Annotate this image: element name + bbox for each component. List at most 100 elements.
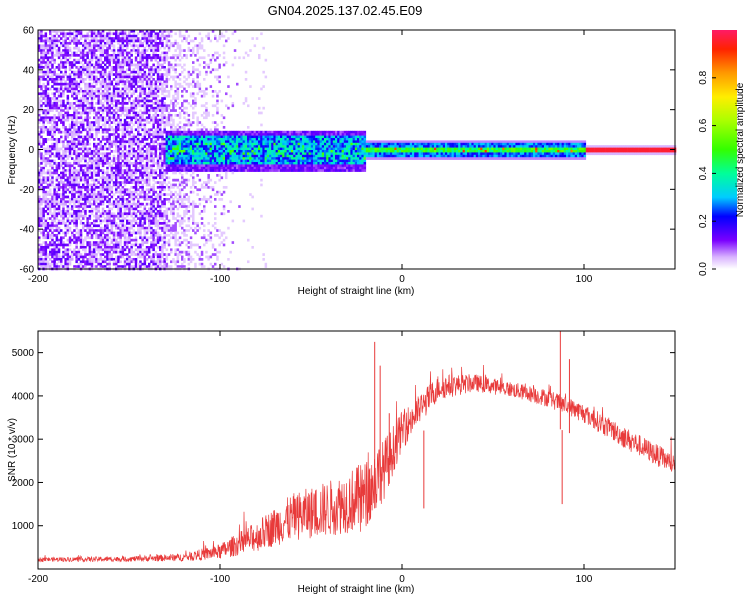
- heat-cell: [112, 87, 116, 91]
- heat-cell: [163, 123, 166, 127]
- heat-cell: [82, 145, 85, 148]
- heat-cell: [115, 164, 118, 168]
- heat-cell: [183, 140, 186, 144]
- heat-cell: [49, 224, 52, 228]
- heat-cell: [123, 159, 127, 163]
- heat-cell: [159, 255, 162, 259]
- heat-cell: [178, 126, 182, 129]
- heat-cell: [97, 236, 100, 240]
- heat-cell: [174, 63, 177, 67]
- heat-cell: [73, 128, 76, 132]
- heat-cell: [121, 169, 125, 172]
- heat-cell: [42, 78, 45, 81]
- heat-cell: [79, 205, 83, 208]
- heat-cell: [71, 54, 74, 57]
- heat-cell: [64, 265, 67, 268]
- heat-cell: [104, 236, 107, 240]
- heat-cell: [176, 212, 180, 216]
- heat-cell: [115, 126, 118, 129]
- heat-cell: [156, 123, 160, 127]
- heat-cell: [176, 140, 180, 144]
- heat-cell: [181, 217, 184, 220]
- heat-cell: [99, 195, 103, 199]
- heat-cell: [148, 145, 151, 148]
- heat-cell: [192, 94, 195, 98]
- heat-cell: [174, 200, 177, 204]
- heat-cell: [128, 231, 131, 235]
- heat-cell: [64, 178, 67, 182]
- heat-cell: [60, 82, 63, 86]
- heat-cell: [176, 260, 180, 264]
- heat-cell: [196, 147, 199, 151]
- heat-cell: [130, 106, 133, 110]
- heat-cell: [126, 176, 129, 180]
- heat-cell: [53, 162, 56, 165]
- heat-cell: [141, 253, 144, 256]
- heat-cell: [106, 90, 109, 93]
- heat-cell: [148, 183, 151, 187]
- heat-cell: [42, 260, 45, 264]
- heat-cell: [128, 145, 131, 148]
- heat-cell: [46, 68, 50, 72]
- heat-cell: [44, 99, 48, 103]
- heat-cell: [90, 190, 94, 194]
- heat-cell: [172, 260, 175, 264]
- heat-cell: [119, 92, 122, 96]
- heat-cell: [75, 118, 78, 122]
- heat-cell: [40, 94, 43, 98]
- heat-cell: [121, 128, 125, 132]
- heat-cell: [143, 111, 147, 115]
- heat-cell: [117, 121, 120, 124]
- heat-cell: [174, 224, 177, 228]
- heat-cell: [115, 99, 118, 103]
- heat-cell: [139, 248, 142, 252]
- heat-cell: [154, 116, 158, 120]
- heat-cell: [183, 34, 186, 38]
- heat-cell: [53, 44, 56, 48]
- heat-cell: [189, 157, 193, 160]
- heat-cell: [167, 145, 171, 148]
- heat-cell: [68, 126, 72, 129]
- heat-cell: [82, 248, 85, 252]
- heat-cell: [152, 140, 155, 144]
- heat-cell: [172, 207, 175, 211]
- heat-cell: [86, 126, 89, 129]
- heat-cell: [93, 75, 96, 79]
- heat-cell: [159, 135, 162, 139]
- heat-cell: [143, 207, 147, 211]
- heat-cell: [137, 140, 140, 144]
- heat-cell: [189, 145, 193, 148]
- heat-cell: [110, 229, 114, 232]
- heat-cell: [40, 248, 43, 252]
- heat-cell: [123, 198, 127, 201]
- heat-cell: [121, 164, 125, 168]
- heat-cell: [64, 42, 67, 45]
- heat-cell: [148, 210, 151, 213]
- heat-cell: [60, 200, 63, 204]
- heat-cell: [132, 135, 136, 139]
- heat-cell: [141, 250, 144, 254]
- heat-cell: [106, 118, 109, 122]
- heat-cell: [119, 212, 122, 216]
- heat-cell: [152, 44, 155, 48]
- heat-cell: [57, 162, 61, 165]
- heat-cell: [99, 39, 103, 43]
- heat-cell: [123, 181, 127, 184]
- heat-cell: [55, 236, 59, 240]
- heat-cell: [123, 260, 127, 264]
- heat-cell: [79, 78, 83, 81]
- heat-cell: [110, 145, 114, 148]
- heat-cell: [137, 73, 140, 76]
- heat-cell: [82, 222, 85, 225]
- heat-cell: [97, 224, 100, 228]
- heat-cell: [75, 46, 78, 50]
- heat-cell: [38, 207, 41, 211]
- heat-cell: [185, 238, 188, 242]
- heat-cell: [104, 54, 107, 57]
- heat-cell: [152, 106, 155, 110]
- heat-cell: [187, 82, 191, 86]
- heat-cell: [104, 157, 107, 160]
- heat-cell: [139, 171, 142, 175]
- heat-cell: [159, 238, 162, 242]
- heat-cell: [130, 162, 133, 165]
